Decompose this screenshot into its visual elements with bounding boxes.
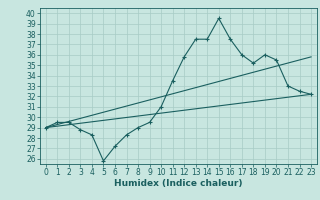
X-axis label: Humidex (Indice chaleur): Humidex (Indice chaleur) (114, 179, 243, 188)
